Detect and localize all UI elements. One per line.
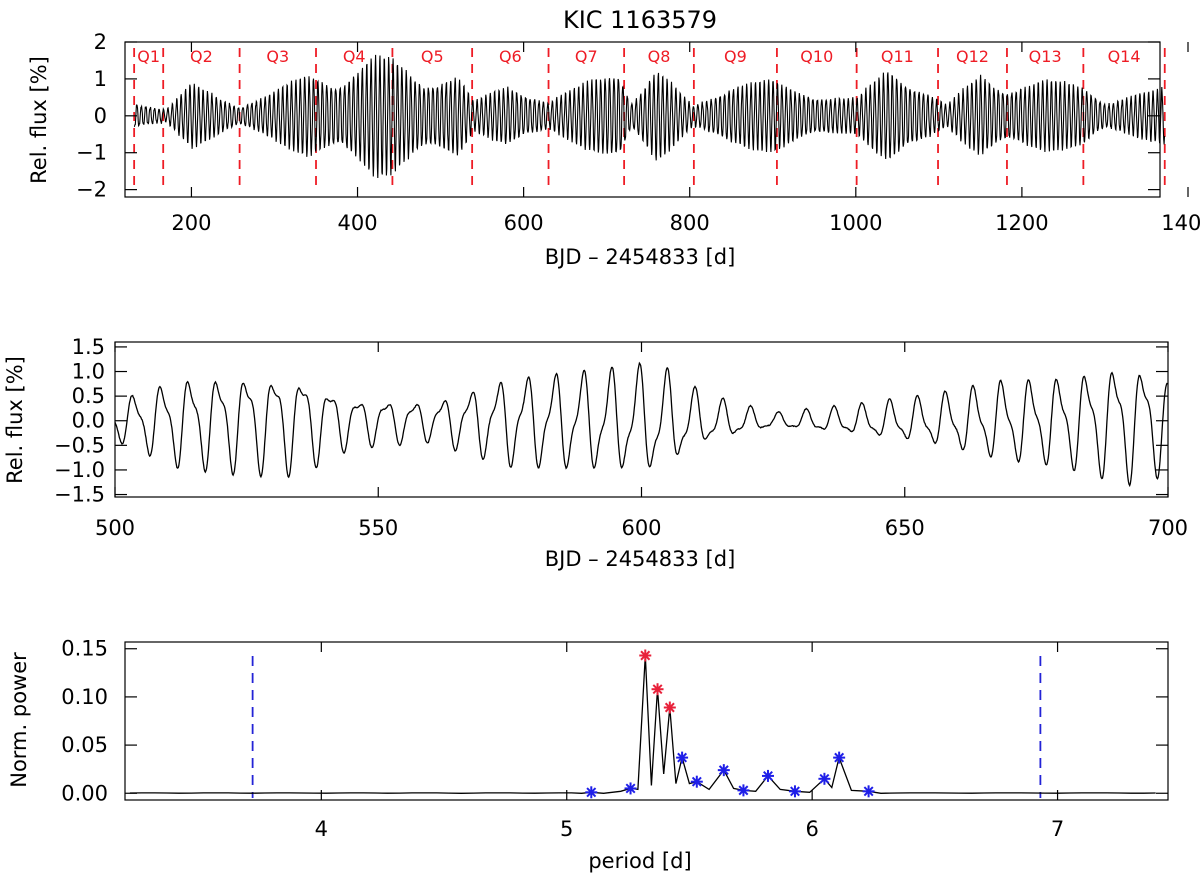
quarter-label: Q11: [881, 47, 914, 66]
panel3-xtick-label: 6: [805, 817, 818, 841]
panel-light-curve-zoom: 500 550 600 650 700−1.5−1.0−0.50.00.51.01.5 …: [3, 335, 1188, 571]
figure-title: KIC 1163579: [563, 6, 717, 34]
panel1-xtick-label: 1400: [1161, 211, 1200, 235]
panel3-xtick-label: 4: [315, 817, 328, 841]
panel3-frame: [124, 641, 1169, 801]
panel1-xtick-label: 600: [504, 211, 544, 235]
panel-full-light-curve: Q1 Q2 Q3 Q4 Q5 Q6 Q7 Q8 Q9 Q10 Q11 Q12 Q13 Q14 200 400…: [27, 30, 1200, 269]
panel3-xlabel: period [d]: [588, 849, 691, 873]
panel2-xtick-label: 600: [621, 516, 661, 540]
peak-markers: [585, 649, 875, 799]
panel3-ticks: 4 5 6 7 0.00 0.05 0.10 0.15: [61, 637, 1168, 841]
quarter-label: Q1: [137, 47, 160, 66]
quarter-label: Q13: [1029, 47, 1062, 66]
quarter-label: Q7: [575, 47, 598, 66]
quarter-label: Q10: [800, 47, 833, 66]
peak-marker-red: [651, 683, 664, 696]
quarter-label: Q4: [343, 47, 366, 66]
panel2-frame: [114, 341, 1169, 498]
power-series: [129, 655, 1156, 794]
panel2-ylabel: Rel. flux [%]: [3, 356, 27, 484]
panel1-ylabel: Rel. flux [%]: [27, 56, 51, 184]
panel1-xlabel: BJD – 2454833 [d]: [545, 245, 736, 269]
panel1-ytick-label: −2: [76, 178, 107, 202]
panel2-xtick-label: 700: [1148, 516, 1188, 540]
panel3-xtick-label: 7: [1051, 817, 1064, 841]
panel2-ytick-label: −0.5: [54, 433, 105, 457]
panel1-xtick-label: 1200: [995, 211, 1048, 235]
panel3-ytick-label: 0.05: [61, 733, 108, 757]
panel1-xtick-label: 200: [171, 211, 211, 235]
peak-marker-blue: [737, 784, 750, 797]
panel3-xtick-label: 5: [560, 817, 573, 841]
peak-marker-blue: [818, 772, 831, 785]
peak-marker-red: [663, 701, 676, 714]
panel2-ytick-label: −1.5: [54, 483, 105, 507]
quarter-label: Q12: [956, 47, 989, 66]
quarter-label: Q3: [266, 47, 289, 66]
flux-series-full: [133, 54, 1166, 179]
panel1-ticks: 200 400 600 800 1000 1200 1400 −2 −1 0 1 2: [76, 30, 1200, 235]
panel3-ytick-label: 0.00: [61, 781, 108, 805]
window-lines: [251, 656, 1042, 798]
panel3-ytick-label: 0.15: [61, 637, 108, 661]
quarter-label: Q9: [724, 47, 747, 66]
panel2-xtick-label: 500: [95, 516, 135, 540]
panel1-xtick-label: 800: [670, 211, 710, 235]
flux-series-zoom: [114, 361, 1168, 488]
panel2-ytick-label: 0.0: [72, 409, 105, 433]
quarter-label: Q14: [1108, 47, 1141, 66]
peak-marker-blue: [676, 751, 689, 764]
peak-marker-red: [639, 649, 652, 662]
quarter-label: Q8: [648, 47, 671, 66]
panel1-ytick-label: 1: [94, 67, 107, 91]
peak-marker-blue: [717, 764, 730, 777]
panel1-frame: [124, 41, 1161, 198]
panel1-ytick-label: −1: [76, 141, 107, 165]
panel-periodogram: 4 5 6 7 0.00 0.05 0.10 0.15 period [d] Norm. po…: [7, 637, 1169, 873]
peak-marker-blue: [788, 785, 801, 798]
panel3-ytick-label: 0.10: [61, 685, 108, 709]
quarter-labels: Q1 Q2 Q3 Q4 Q5 Q6 Q7 Q8 Q9 Q10 Q11 Q12 Q13 Q14: [137, 47, 1140, 66]
panel1-ytick-label: 0: [94, 104, 107, 128]
peak-marker-blue: [761, 769, 774, 782]
panel1-xtick-label: 1000: [829, 211, 882, 235]
peak-marker-blue: [624, 782, 637, 795]
panel3-ylabel: Norm. power: [7, 652, 31, 788]
panel2-ticks: 500 550 600 650 700 −1.5−1.0−0.50.00.51.01.5: [54, 335, 1188, 540]
peak-marker-blue: [585, 786, 598, 799]
peak-marker-blue: [833, 751, 846, 764]
panel2-ytick-label: 1.5: [72, 335, 105, 359]
panel2-xlabel: BJD – 2454833 [d]: [545, 547, 736, 571]
panel2-xtick-label: 550: [358, 516, 398, 540]
panel2-ytick-label: 1.0: [72, 360, 105, 384]
peak-marker-blue: [862, 785, 875, 798]
panel1-ytick-label: 2: [94, 30, 107, 54]
quarter-label: Q2: [190, 47, 213, 66]
quarter-label: Q5: [421, 47, 444, 66]
panel2-ytick-label: −1.0: [54, 458, 105, 482]
panel2-ytick-label: 0.5: [72, 384, 105, 408]
quarter-label: Q6: [499, 47, 522, 66]
panel2-xtick-label: 650: [885, 516, 925, 540]
panel1-xtick-label: 400: [337, 211, 377, 235]
peak-marker-blue: [690, 775, 703, 788]
